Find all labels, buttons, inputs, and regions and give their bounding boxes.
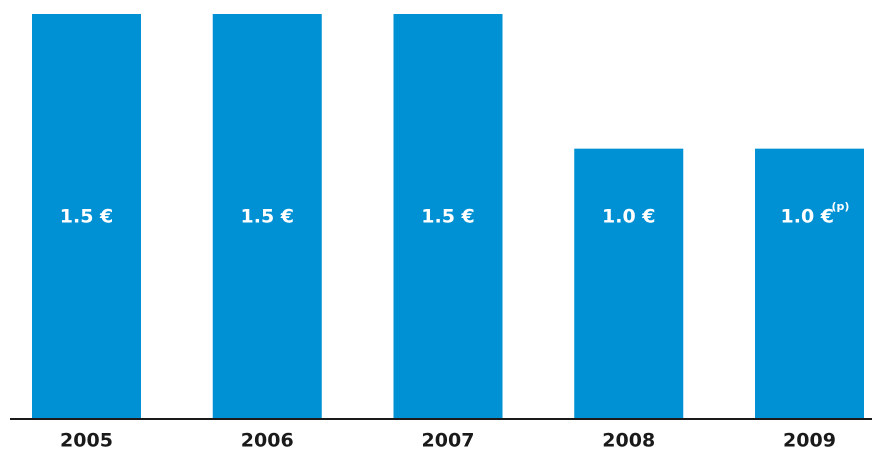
x-tick-2009: 2009 xyxy=(783,430,836,452)
data-label-2005: 1.5 € xyxy=(60,206,114,228)
annotation-2009: (p) xyxy=(832,200,850,213)
bar-2005 xyxy=(32,14,141,418)
x-tick-2007: 2007 xyxy=(422,430,475,452)
x-tick-2005: 2005 xyxy=(60,430,113,452)
bar-2006 xyxy=(212,14,322,418)
data-labels-group: 1.5 €1.5 €1.5 €1.0 €1.0 €(p) xyxy=(60,200,850,228)
data-label-2008: 1.0 € xyxy=(602,206,656,228)
bars-group xyxy=(32,14,864,418)
data-label-2009: 1.0 € xyxy=(781,206,835,228)
bar-2007 xyxy=(393,14,503,418)
bar-2009 xyxy=(755,148,864,418)
data-label-2006: 1.5 € xyxy=(241,206,295,228)
x-tick-labels-group: 2005 2006 2007 2008 2009 xyxy=(60,430,836,452)
x-tick-2008: 2008 xyxy=(602,430,655,452)
bar-2008 xyxy=(574,148,684,418)
x-tick-2006: 2006 xyxy=(241,430,294,452)
data-label-2007: 1.5 € xyxy=(421,206,475,228)
